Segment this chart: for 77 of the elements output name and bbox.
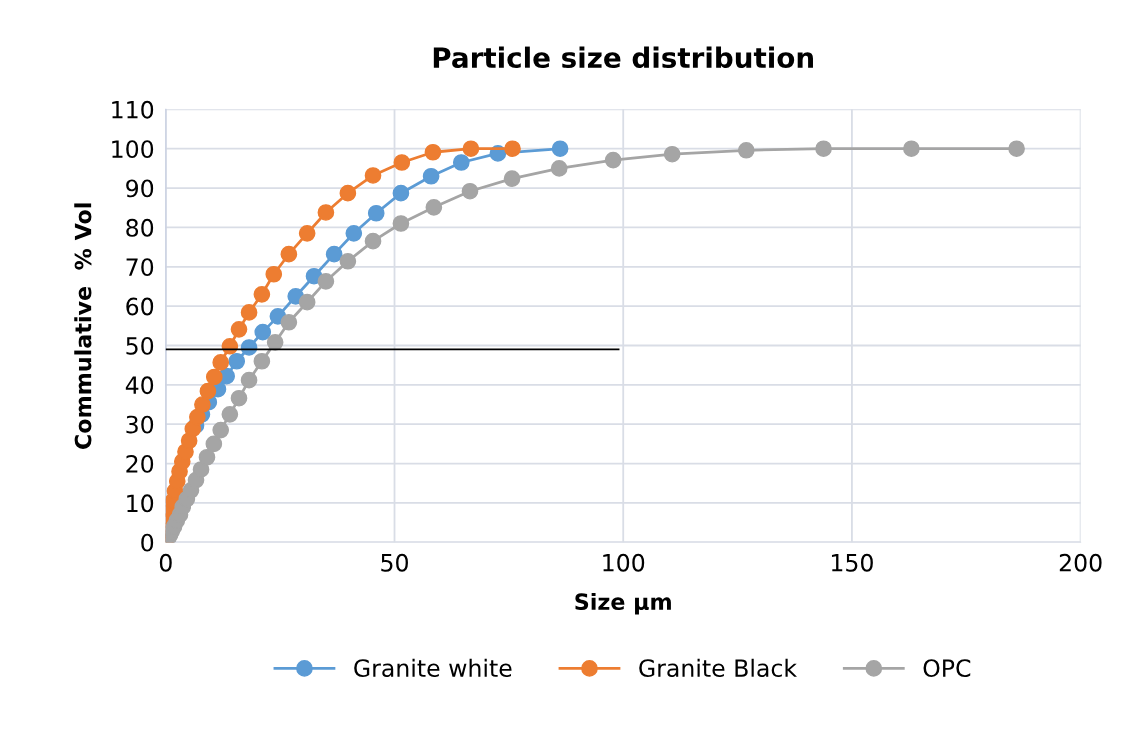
point bbox=[254, 323, 272, 341]
y-tick-label: 80 bbox=[126, 218, 154, 237]
chart-title: Particle size distribution bbox=[433, 46, 813, 69]
point bbox=[265, 265, 283, 283]
point bbox=[198, 448, 216, 466]
point bbox=[1008, 140, 1025, 158]
point bbox=[253, 285, 271, 303]
point bbox=[298, 224, 316, 242]
point bbox=[192, 461, 210, 478]
y-tick-label: 90 bbox=[126, 179, 154, 198]
point bbox=[345, 224, 363, 242]
point bbox=[367, 204, 385, 222]
point bbox=[205, 368, 223, 386]
y-tick-label: 40 bbox=[125, 376, 154, 395]
point bbox=[212, 354, 230, 371]
point bbox=[221, 337, 239, 355]
point bbox=[339, 184, 357, 202]
point bbox=[393, 154, 411, 171]
x-axis-title: Size µm bbox=[575, 592, 671, 615]
point bbox=[240, 371, 258, 389]
point bbox=[253, 352, 271, 370]
y-tick-label: 30 bbox=[126, 415, 154, 434]
y-tick-label: 0 bbox=[141, 533, 154, 552]
point bbox=[194, 396, 211, 413]
point bbox=[551, 140, 569, 158]
point bbox=[298, 293, 316, 311]
y-tick-label: 110 bbox=[112, 100, 154, 119]
point bbox=[230, 321, 248, 338]
point bbox=[199, 382, 217, 400]
legend-label: Granite white bbox=[354, 658, 512, 678]
point bbox=[425, 199, 443, 216]
point bbox=[339, 252, 357, 270]
x-tick-label: 0 bbox=[159, 553, 172, 572]
point bbox=[903, 140, 920, 158]
point bbox=[550, 160, 568, 177]
point bbox=[424, 143, 442, 161]
point bbox=[266, 334, 284, 351]
point bbox=[317, 204, 335, 221]
point bbox=[280, 245, 298, 263]
point bbox=[212, 421, 230, 439]
point bbox=[240, 339, 258, 356]
point bbox=[230, 389, 248, 407]
point bbox=[392, 184, 410, 202]
point bbox=[325, 245, 343, 263]
point bbox=[364, 167, 382, 184]
y-tick-label: 20 bbox=[126, 455, 154, 473]
point bbox=[504, 140, 521, 158]
point bbox=[461, 182, 479, 200]
point bbox=[205, 435, 223, 453]
point bbox=[462, 140, 480, 158]
point bbox=[737, 141, 755, 159]
point bbox=[604, 151, 622, 169]
legend-label: OPC bbox=[923, 659, 971, 678]
point bbox=[221, 406, 239, 423]
point bbox=[392, 215, 410, 232]
point bbox=[317, 273, 335, 290]
point bbox=[228, 352, 246, 370]
point bbox=[663, 145, 681, 163]
point bbox=[240, 304, 258, 321]
point bbox=[189, 408, 206, 426]
y-tick-label: 60 bbox=[126, 297, 154, 316]
x-tick-label: 200 bbox=[1059, 553, 1102, 572]
point bbox=[280, 313, 298, 331]
y-tick-label: 100 bbox=[112, 140, 154, 159]
y-tick-label: 70 bbox=[126, 258, 154, 277]
y-axis-title: Commulative % Vol bbox=[74, 203, 92, 449]
point bbox=[422, 167, 440, 185]
point bbox=[815, 140, 832, 158]
x-tick-label: 150 bbox=[831, 553, 873, 572]
x-tick-label: 100 bbox=[603, 553, 645, 572]
y-tick-label: 10 bbox=[127, 494, 154, 513]
legend-label: Granite Black bbox=[639, 658, 797, 678]
point bbox=[503, 170, 521, 187]
point bbox=[364, 232, 382, 250]
x-tick-label: 50 bbox=[381, 553, 408, 572]
point bbox=[452, 154, 470, 171]
y-tick-label: 50 bbox=[126, 336, 154, 355]
